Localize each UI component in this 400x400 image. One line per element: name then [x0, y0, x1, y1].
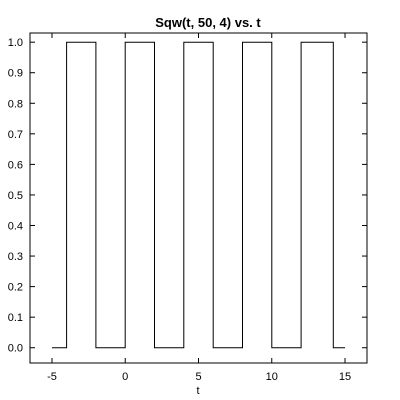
y-tick-label: 0.0: [8, 343, 23, 355]
x-tick-label: 15: [339, 371, 351, 383]
x-axis: -5 0 5 10 15: [47, 33, 351, 383]
x-tick-label: 10: [266, 371, 278, 383]
y-tick-label: 1.0: [8, 37, 23, 49]
chart-title: Sqw(t, 50, 4) vs. t: [155, 15, 261, 30]
y-tick-label: 0.2: [8, 282, 23, 294]
y-tick-label: 0.7: [8, 129, 23, 141]
x-tick-label: 0: [122, 371, 128, 383]
x-tick-label: 5: [195, 371, 201, 383]
x-axis-label: t: [196, 385, 199, 397]
series-group: [52, 41, 345, 349]
plot-frame: [29, 32, 368, 364]
y-tick-label: 0.8: [8, 98, 23, 110]
y-tick-label: 0.5: [8, 190, 23, 202]
y-tick-label: 0.6: [8, 159, 23, 171]
y-tick-label: 0.1: [8, 312, 23, 324]
x-tick-label: -5: [47, 371, 57, 383]
y-tick-label: 0.4: [8, 221, 23, 233]
y-axis: 0.0 0.1 0.2 0.3 0.4 0.5 0.6 0.7 0.8 0.9 1.0: [8, 37, 367, 355]
series-line: [52, 41, 345, 349]
y-tick-label: 0.9: [8, 68, 23, 80]
y-tick-label: 0.3: [8, 251, 23, 263]
